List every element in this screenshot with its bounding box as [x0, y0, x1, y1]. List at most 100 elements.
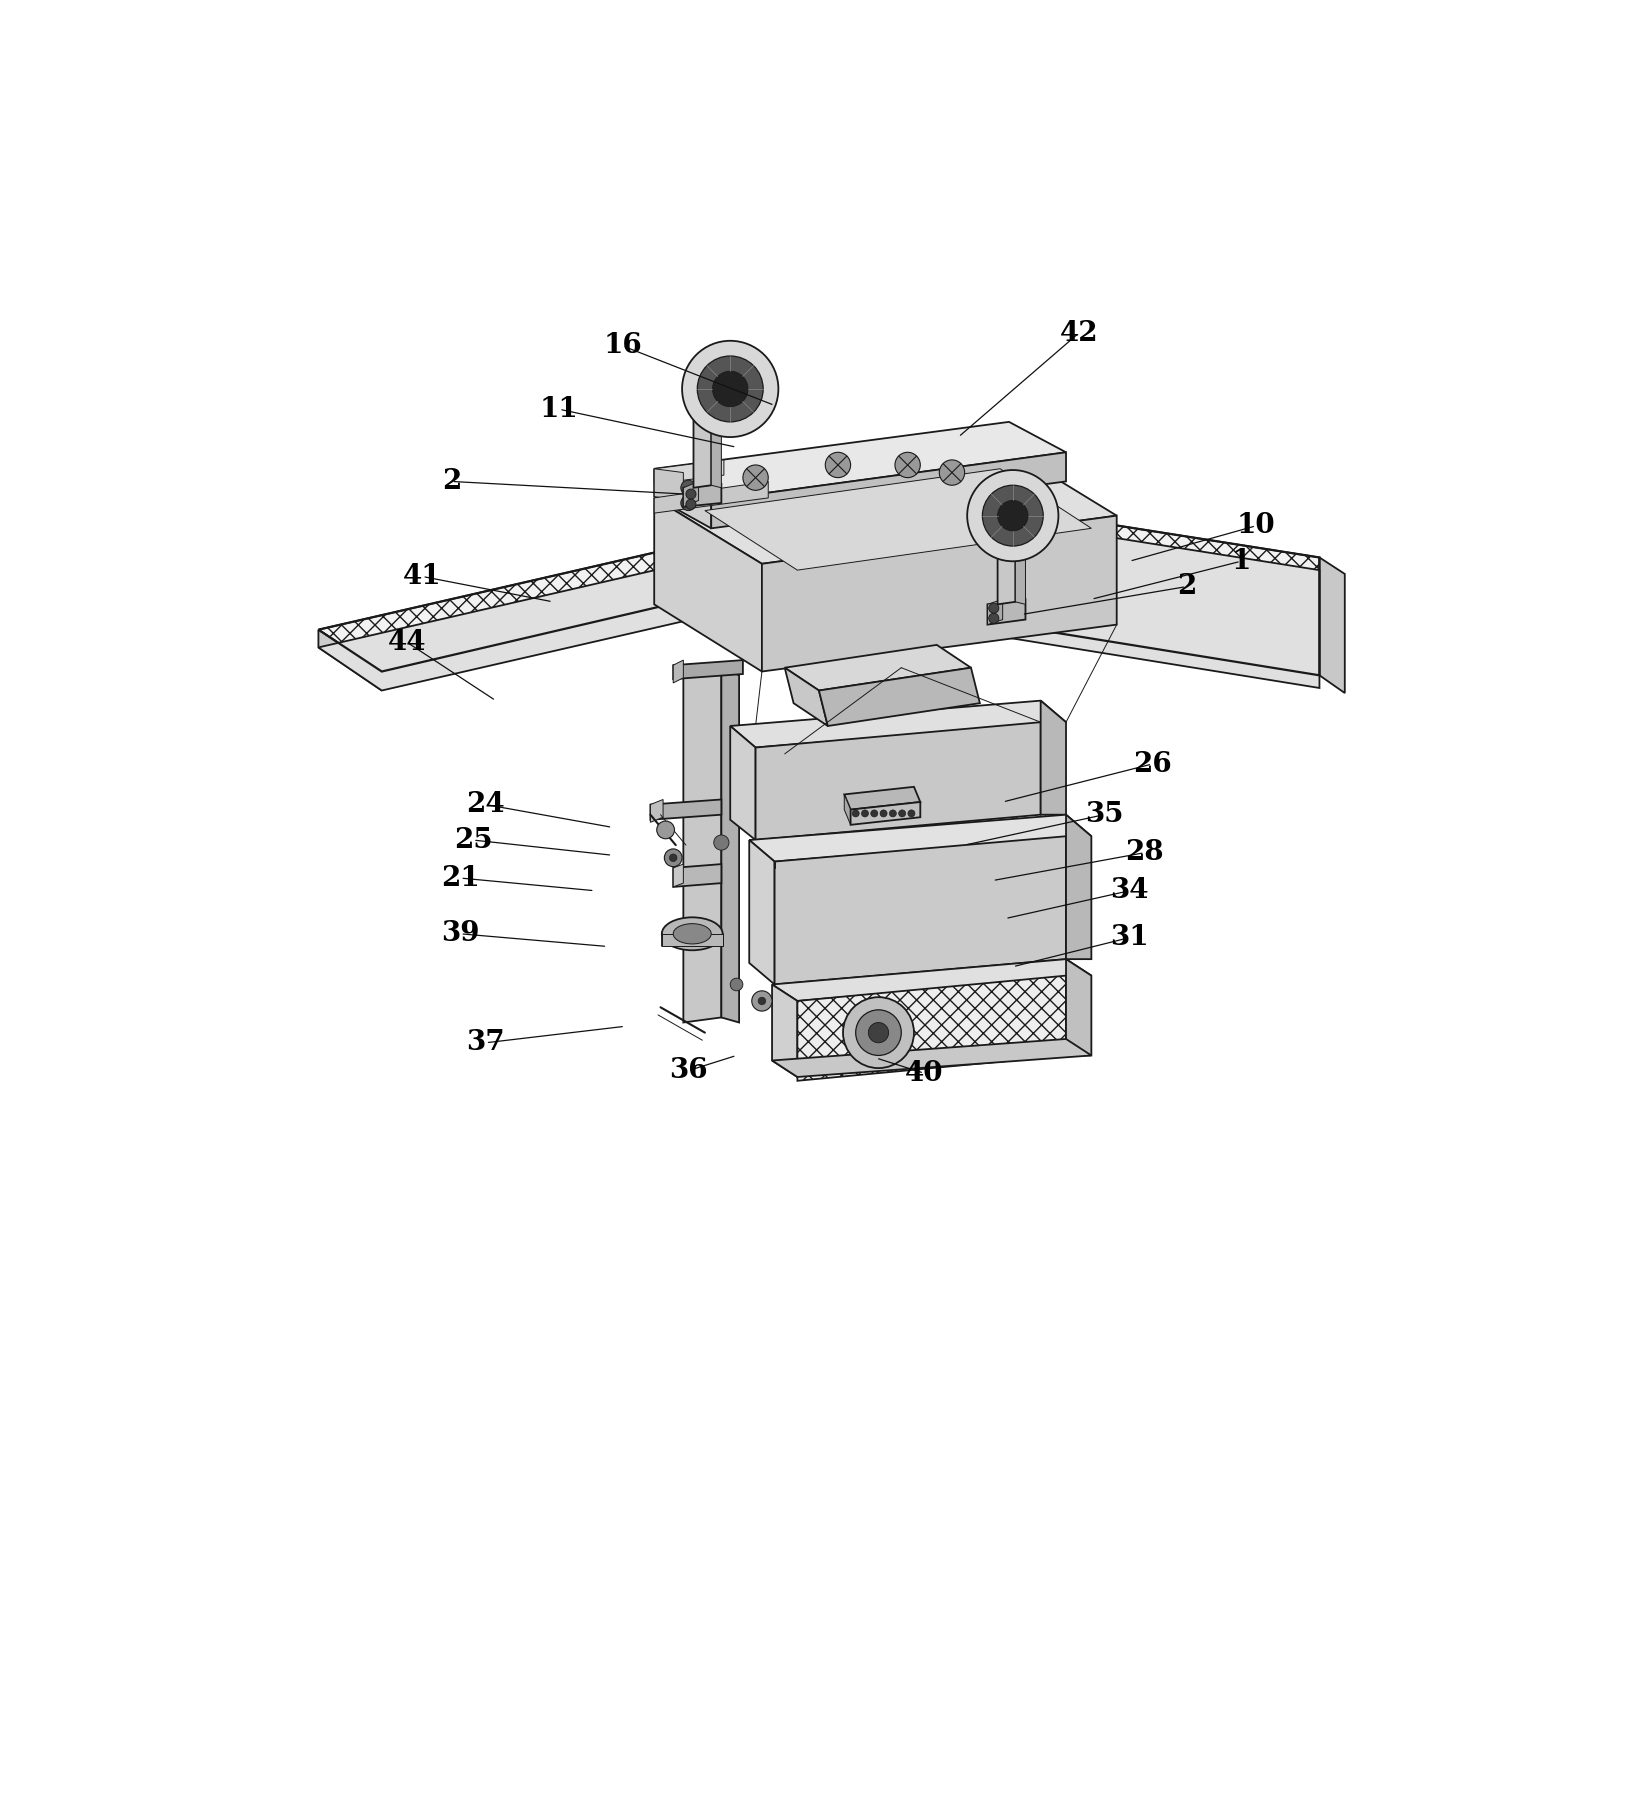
Circle shape: [989, 604, 999, 613]
Text: 2: 2: [1177, 573, 1197, 600]
Polygon shape: [721, 668, 739, 1022]
Text: 24: 24: [466, 791, 505, 819]
Polygon shape: [772, 984, 798, 1077]
Circle shape: [862, 809, 868, 817]
Text: 28: 28: [1125, 839, 1164, 866]
Polygon shape: [749, 815, 1092, 862]
Polygon shape: [654, 449, 1117, 564]
Circle shape: [680, 480, 697, 495]
Polygon shape: [785, 668, 827, 726]
Polygon shape: [772, 1039, 1092, 1077]
Text: 34: 34: [1110, 877, 1149, 904]
Circle shape: [894, 453, 921, 478]
Circle shape: [871, 809, 878, 817]
Polygon shape: [674, 864, 721, 888]
Polygon shape: [683, 482, 698, 508]
Polygon shape: [1066, 959, 1092, 1055]
Text: 44: 44: [387, 629, 427, 657]
Circle shape: [714, 835, 729, 849]
Text: 16: 16: [603, 333, 643, 360]
Polygon shape: [711, 453, 1066, 528]
Polygon shape: [958, 513, 1319, 688]
Polygon shape: [775, 837, 1066, 984]
Text: 1: 1: [1231, 548, 1251, 575]
Polygon shape: [755, 722, 1041, 840]
Polygon shape: [693, 411, 711, 487]
Circle shape: [687, 489, 697, 498]
Polygon shape: [731, 700, 1066, 748]
Polygon shape: [1015, 533, 1025, 604]
Polygon shape: [683, 668, 721, 1022]
Circle shape: [852, 809, 860, 817]
Polygon shape: [996, 526, 1017, 540]
Text: 10: 10: [1236, 513, 1275, 538]
Circle shape: [889, 809, 896, 817]
Polygon shape: [762, 515, 1117, 671]
Polygon shape: [662, 933, 723, 946]
Polygon shape: [749, 840, 775, 984]
Polygon shape: [319, 551, 724, 671]
Circle shape: [697, 357, 764, 422]
Circle shape: [989, 613, 999, 624]
Text: 31: 31: [1110, 924, 1149, 951]
Circle shape: [899, 809, 906, 817]
Polygon shape: [654, 469, 683, 500]
Circle shape: [759, 997, 765, 1004]
Text: 35: 35: [1084, 800, 1123, 828]
Polygon shape: [705, 469, 1092, 569]
Polygon shape: [1041, 700, 1066, 815]
Polygon shape: [654, 422, 1066, 500]
Circle shape: [664, 849, 682, 866]
Polygon shape: [319, 629, 383, 691]
Polygon shape: [319, 569, 724, 691]
Polygon shape: [674, 660, 742, 678]
Text: 41: 41: [402, 562, 441, 589]
Polygon shape: [674, 660, 683, 682]
Circle shape: [907, 809, 916, 817]
Polygon shape: [731, 726, 755, 840]
Text: 42: 42: [1059, 320, 1099, 347]
Circle shape: [844, 997, 914, 1068]
Circle shape: [855, 1010, 901, 1055]
Polygon shape: [988, 598, 1002, 624]
Circle shape: [682, 340, 778, 437]
Polygon shape: [683, 484, 721, 508]
Text: 39: 39: [441, 920, 479, 948]
Text: 36: 36: [669, 1057, 708, 1084]
Polygon shape: [651, 800, 664, 822]
Polygon shape: [1319, 557, 1344, 693]
Polygon shape: [997, 533, 1015, 604]
Text: 2: 2: [441, 467, 461, 495]
Circle shape: [657, 820, 675, 839]
Circle shape: [680, 495, 697, 511]
Circle shape: [713, 371, 747, 407]
Polygon shape: [798, 975, 1066, 1080]
Text: 21: 21: [441, 864, 479, 891]
Circle shape: [868, 1022, 889, 1042]
Text: 25: 25: [453, 826, 492, 853]
Polygon shape: [844, 788, 921, 809]
Circle shape: [983, 486, 1043, 546]
Polygon shape: [708, 404, 729, 418]
Circle shape: [687, 498, 697, 509]
Polygon shape: [785, 646, 971, 691]
Polygon shape: [819, 668, 979, 726]
Circle shape: [880, 809, 888, 817]
Polygon shape: [844, 795, 850, 824]
Circle shape: [826, 453, 850, 478]
Circle shape: [997, 500, 1028, 531]
Polygon shape: [654, 482, 768, 513]
Text: 40: 40: [904, 1060, 943, 1086]
Polygon shape: [1066, 815, 1092, 959]
Text: 11: 11: [540, 397, 579, 422]
Polygon shape: [711, 411, 721, 487]
Polygon shape: [654, 498, 762, 671]
Text: 26: 26: [1133, 751, 1172, 777]
Polygon shape: [654, 460, 724, 484]
Polygon shape: [850, 802, 921, 824]
Circle shape: [938, 460, 965, 486]
Text: 37: 37: [466, 1030, 505, 1057]
Polygon shape: [772, 959, 1092, 1000]
Circle shape: [669, 853, 677, 862]
Circle shape: [742, 466, 768, 491]
